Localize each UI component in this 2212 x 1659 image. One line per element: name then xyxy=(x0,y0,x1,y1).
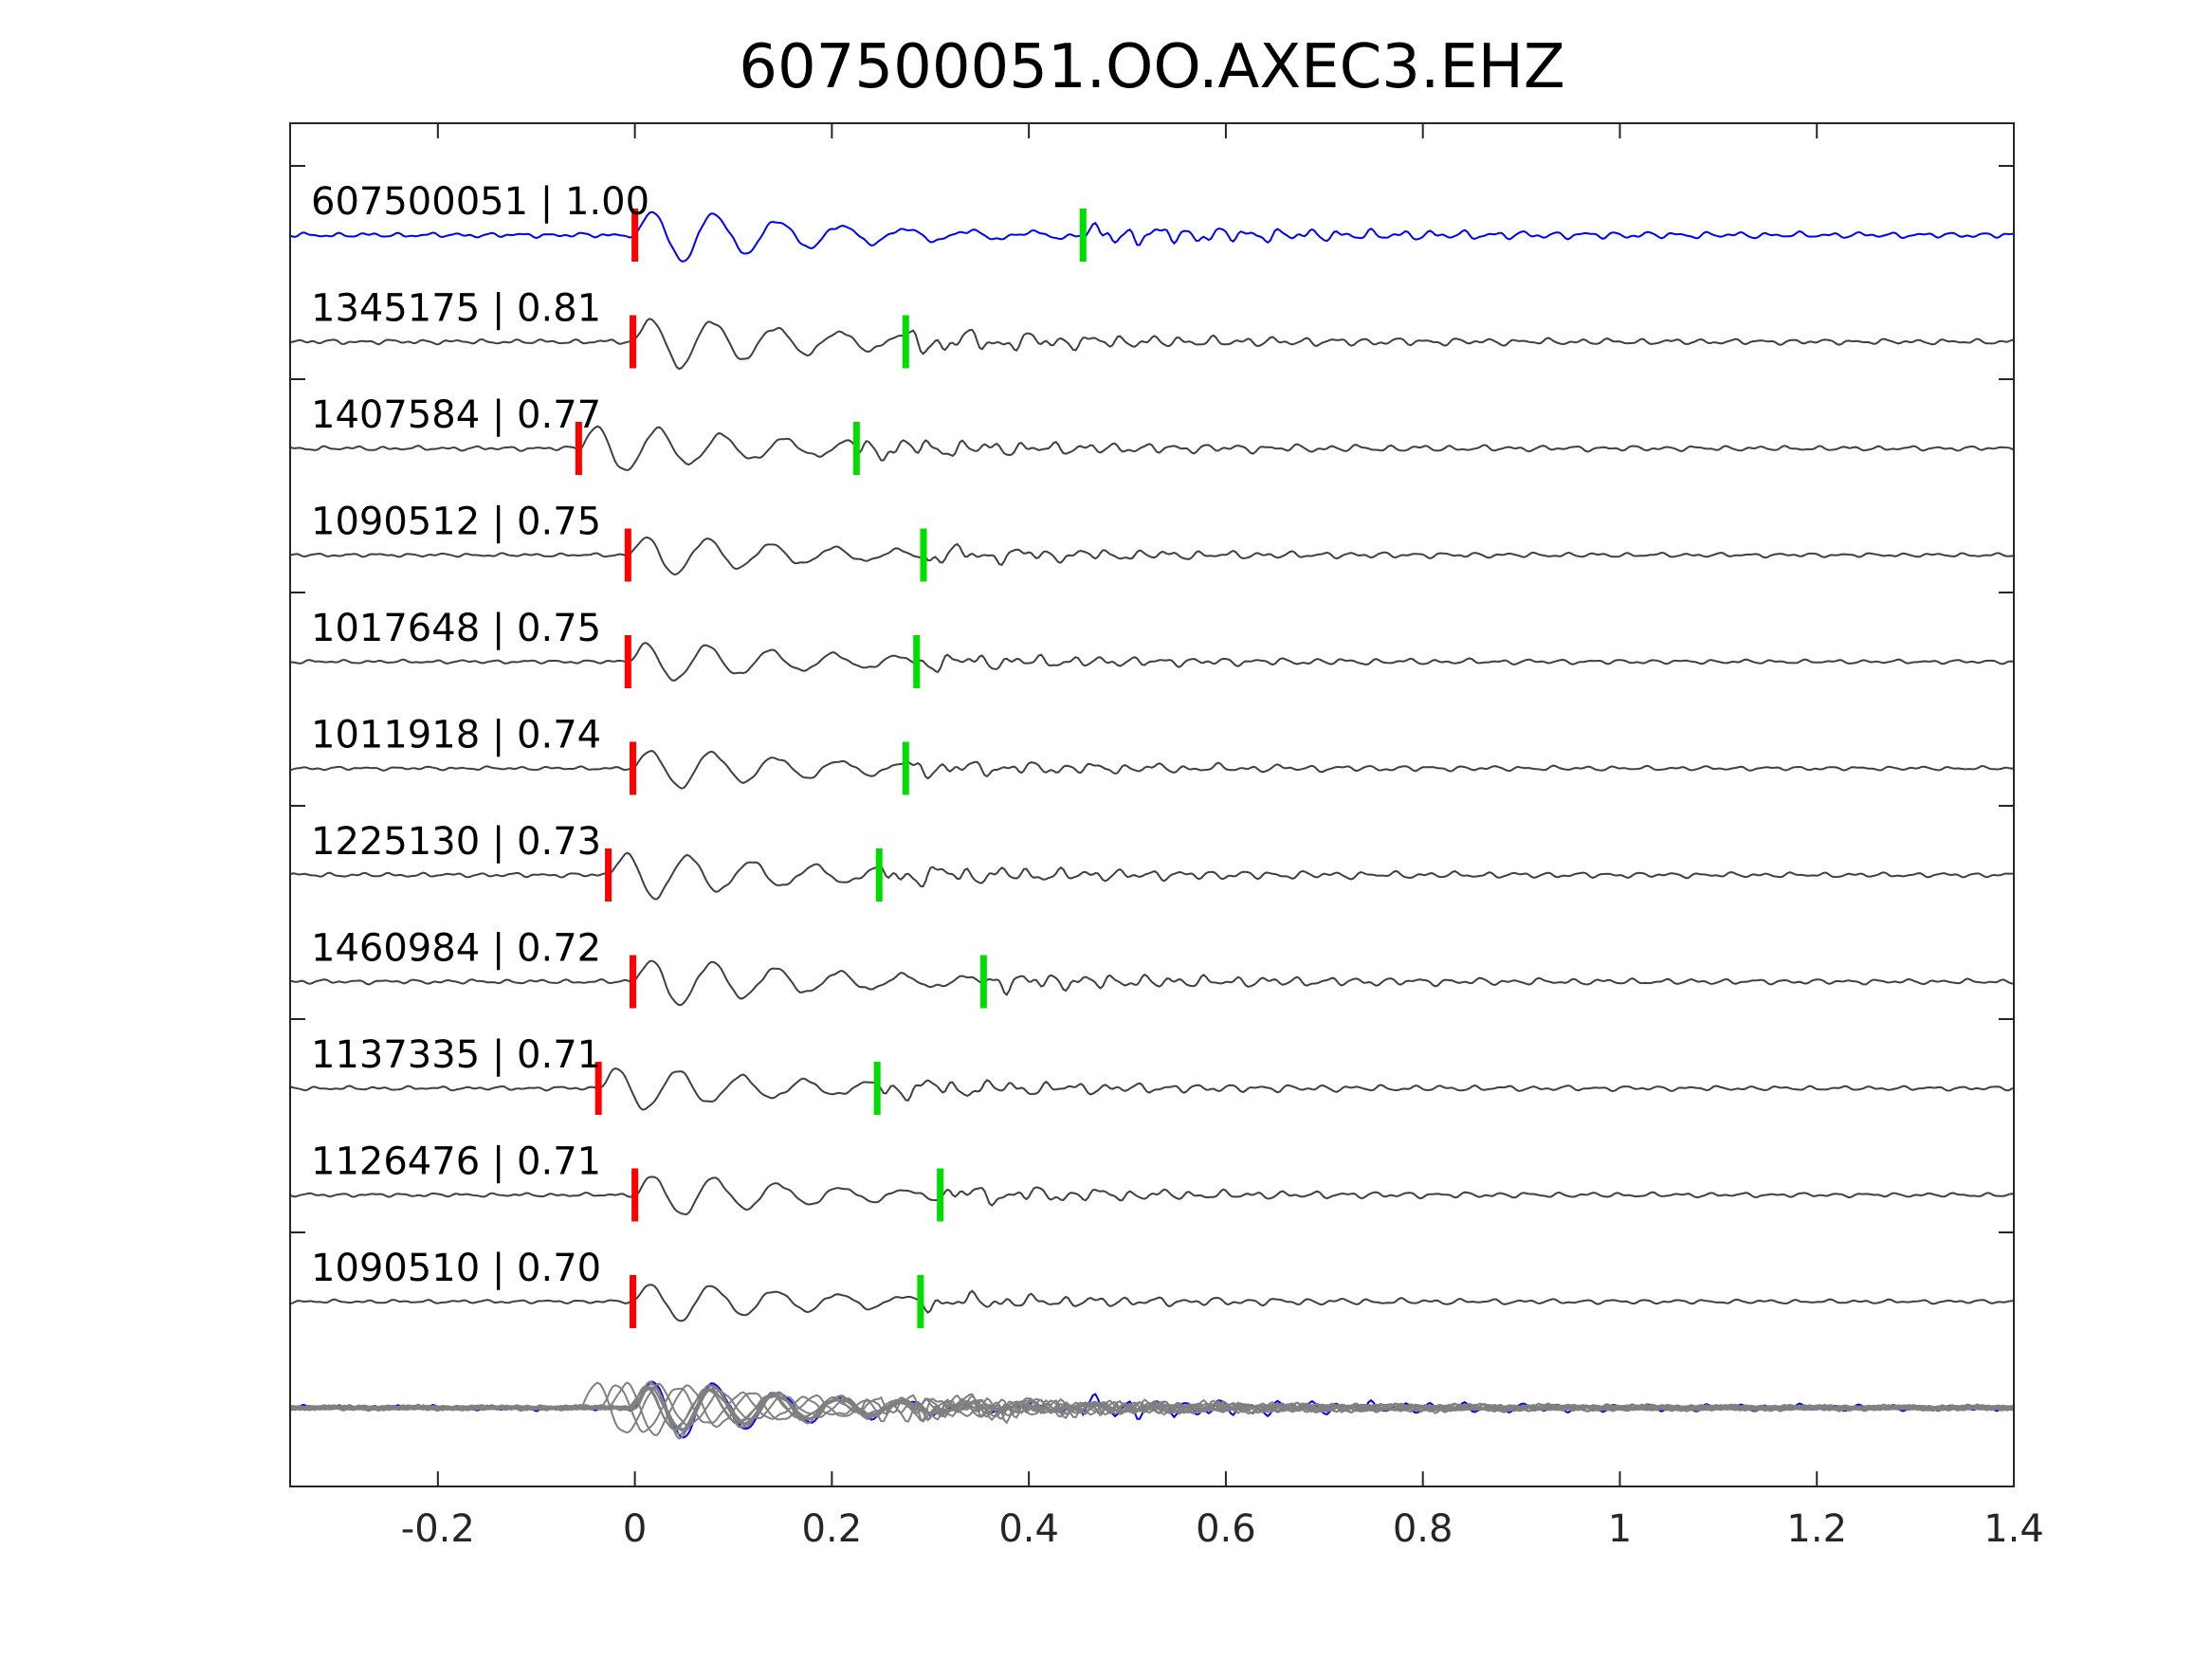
waveform-trace-4 xyxy=(289,642,2015,682)
trace-labels-layer: 607500051 | 1.00 1345175 | 0.81 1407584 | … xyxy=(311,180,649,1290)
x-tick-label-0: -0.2 xyxy=(401,1507,475,1551)
waveform-trace-5 xyxy=(289,750,2015,790)
chart-title: 607500051.OO.AXEC3.EHZ xyxy=(739,32,1565,102)
trace-label-8: 1137335 | 0.71 xyxy=(311,1033,601,1077)
trace-label-0: 607500051 | 1.00 xyxy=(311,180,649,224)
waveform-trace-7 xyxy=(289,959,2015,1007)
trace-label-4: 1017648 | 0.75 xyxy=(311,607,601,650)
waveform-trace-6 xyxy=(289,851,2015,901)
trace-label-9: 1126476 | 0.71 xyxy=(311,1140,601,1184)
waveform-trace-9 xyxy=(289,1176,2015,1215)
x-tick-label-7: 1.2 xyxy=(1786,1507,1847,1551)
stack-layer xyxy=(289,1380,2015,1440)
trace-label-6: 1225130 | 0.73 xyxy=(311,820,601,864)
trace-label-2: 1407584 | 0.77 xyxy=(311,393,601,437)
waveform-trace-10 xyxy=(289,1284,2015,1322)
x-tick-label-3: 0.4 xyxy=(998,1507,1059,1551)
waveform-trace-3 xyxy=(289,536,2015,576)
trace-label-3: 1090512 | 0.75 xyxy=(311,501,601,544)
trace-label-7: 1460984 | 0.72 xyxy=(311,927,601,971)
trace-label-1: 1345175 | 0.81 xyxy=(311,287,601,331)
x-tick-label-8: 1.4 xyxy=(1983,1507,2044,1551)
stacked-trace-10 xyxy=(289,1387,2015,1431)
x-tick-label-5: 0.8 xyxy=(1393,1507,1453,1551)
x-tick-label-6: 1 xyxy=(1608,1507,1632,1551)
waveform-trace-1 xyxy=(289,318,2015,371)
trace-label-10: 1090510 | 0.70 xyxy=(311,1247,601,1290)
x-tick-label-1: 0 xyxy=(623,1507,647,1551)
trace-label-5: 1011918 | 0.74 xyxy=(311,714,601,757)
x-tick-label-4: 0.6 xyxy=(1196,1507,1256,1551)
x-axis: -0.2 0 0.2 0.4 0.6 0.8 1 1.2 1.4 xyxy=(290,123,2044,1551)
x-tick-label-2: 0.2 xyxy=(802,1507,863,1551)
picks-layer xyxy=(575,209,1087,1328)
waveform-trace-0 xyxy=(289,210,2015,263)
waveform-trace-8 xyxy=(289,1067,2015,1111)
